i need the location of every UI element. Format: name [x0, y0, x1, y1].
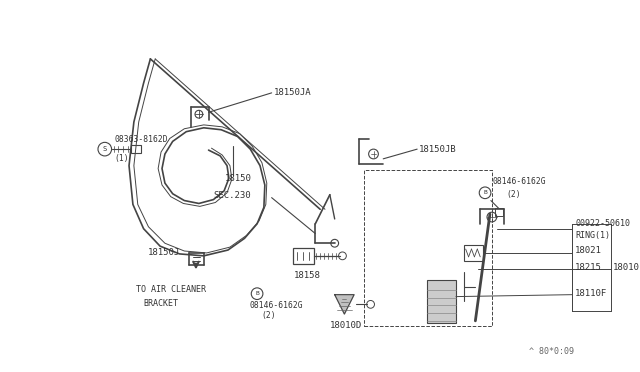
- Text: TO AIR CLEANER: TO AIR CLEANER: [136, 285, 206, 294]
- Text: 18010: 18010: [613, 263, 640, 272]
- Bar: [495, 208, 502, 216]
- Polygon shape: [335, 295, 354, 314]
- Text: 08146-6162G: 08146-6162G: [250, 301, 303, 310]
- Text: 18150: 18150: [225, 174, 252, 183]
- Text: 18150JA: 18150JA: [273, 89, 311, 97]
- Text: BRACKET: BRACKET: [143, 299, 179, 308]
- Text: 18150J: 18150J: [147, 248, 180, 257]
- Bar: [131, 145, 141, 153]
- Bar: [464, 245, 483, 261]
- Text: (2): (2): [506, 190, 521, 199]
- Text: 18150JB: 18150JB: [419, 145, 457, 154]
- Bar: [293, 248, 314, 264]
- Text: 18158: 18158: [294, 271, 321, 280]
- Text: S: S: [102, 146, 107, 152]
- Text: ^ 80*0:09: ^ 80*0:09: [529, 347, 573, 356]
- Text: RING(1): RING(1): [575, 231, 611, 240]
- Text: 18215: 18215: [575, 263, 602, 272]
- Bar: [364, 170, 492, 326]
- Text: 08363-8162D: 08363-8162D: [115, 135, 168, 144]
- Text: 18110F: 18110F: [575, 289, 607, 298]
- Text: 18010D: 18010D: [330, 321, 362, 330]
- Text: 08146-6162G: 08146-6162G: [493, 177, 547, 186]
- Text: (2): (2): [261, 311, 276, 320]
- Bar: [427, 280, 456, 323]
- Text: B: B: [483, 190, 487, 195]
- Text: 00922-50610: 00922-50610: [575, 219, 630, 228]
- Text: B: B: [255, 291, 259, 296]
- Text: SEC.230: SEC.230: [213, 191, 251, 200]
- Text: 18021: 18021: [575, 247, 602, 256]
- Text: (1): (1): [114, 154, 129, 163]
